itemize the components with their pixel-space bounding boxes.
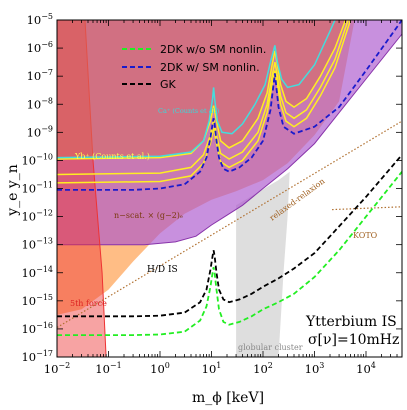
x-tick-label: 10−2 xyxy=(44,361,70,376)
annotation-yb-counts: Yb⁺ (Counts et al.) xyxy=(74,152,150,161)
y-tick-label: 10−6 xyxy=(27,40,53,55)
y-tick-label: 10−8 xyxy=(27,96,53,111)
x-tick-label: 101 xyxy=(202,361,222,376)
bound-curve-2 xyxy=(57,20,352,184)
x-tick-label: 100 xyxy=(150,361,170,376)
y-axis-label: y_e y_n xyxy=(5,164,21,217)
annotation-koto: KOTO xyxy=(353,231,378,240)
annotation-ca-counts: Ca⁺ (Counts et al.) xyxy=(158,107,220,115)
region-globular-cluster xyxy=(236,171,290,357)
series-line-2 xyxy=(57,154,402,318)
y-tick-label: 10−12 xyxy=(21,209,53,224)
bound-curve-1 xyxy=(57,20,349,176)
x-tick-label: 103 xyxy=(305,361,325,376)
y-tick-label: 10−9 xyxy=(27,124,53,139)
annotation-globular-cluster: globular cluster xyxy=(238,343,303,352)
x-tick-label: 104 xyxy=(356,361,376,376)
bound-curve-3 xyxy=(57,20,336,159)
x-tick-label: 102 xyxy=(253,361,273,376)
series-line-0 xyxy=(57,171,402,336)
x-tick-label: 10−1 xyxy=(95,361,121,376)
legend-label-2dk-wo-sm: 2DK w/o SM nonlin. xyxy=(160,43,266,56)
reference-line-1 xyxy=(332,206,402,211)
reference-line-0 xyxy=(57,120,402,329)
annotation-fifth-force: 5th force xyxy=(70,299,107,308)
y-tick-label: 10−13 xyxy=(21,237,53,252)
legend: 2DK w/o SM nonlin. 2DK w/ SM nonlin. GK xyxy=(122,43,266,91)
series-line-1 xyxy=(57,20,402,191)
legend-label-2dk-w-sm: 2DK w/ SM nonlin. xyxy=(160,61,260,74)
y-tick-label: 10−17 xyxy=(21,349,53,364)
y-tick-label: 10−11 xyxy=(21,181,53,196)
x-axis-label: m_ϕ [keV] xyxy=(192,390,264,406)
y-tick-label: 10−10 xyxy=(21,152,53,167)
y-tick-label: 10−7 xyxy=(27,68,53,83)
y-tick-label: 10−14 xyxy=(21,265,53,280)
legend-label-gk: GK xyxy=(160,78,177,91)
annotation-n-scattering: n−scat. × (g−2)ₑ xyxy=(114,211,183,220)
annotation-hd-is: H/D IS xyxy=(147,265,178,275)
annotation-sigma-nu: σ[ν]=10mHz xyxy=(308,332,399,348)
y-tick-label: 10−15 xyxy=(21,293,53,308)
y-tick-label: 10−5 xyxy=(27,12,53,27)
y-tick-label: 10−16 xyxy=(21,321,53,336)
annotation-ytterbium-is: Ytterbium IS xyxy=(305,314,397,330)
